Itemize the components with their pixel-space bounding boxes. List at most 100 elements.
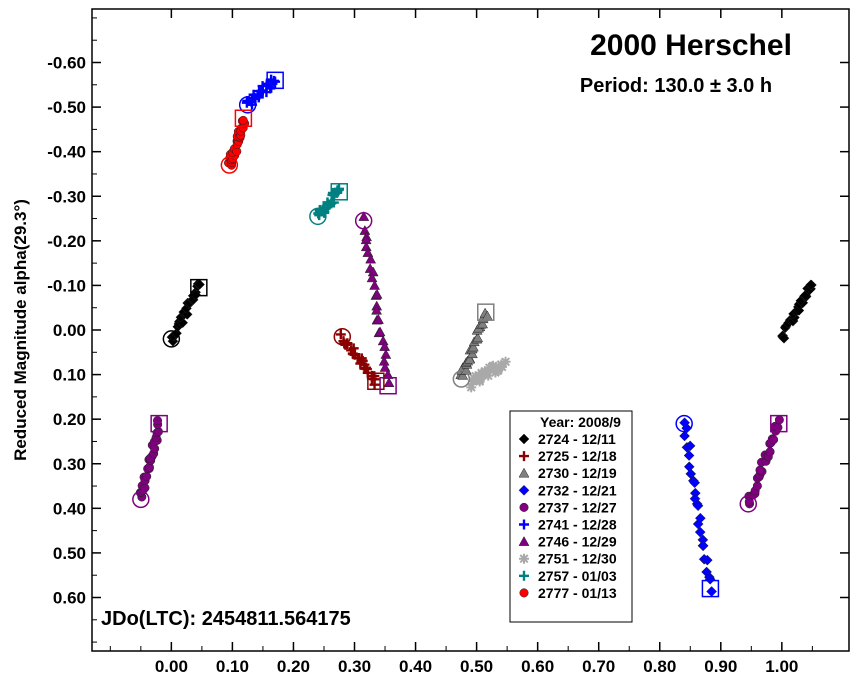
series-point	[679, 430, 690, 442]
series-point	[483, 370, 494, 381]
y-tick-label: 0.50	[53, 544, 86, 563]
end-marker	[379, 376, 397, 395]
legend-label: 2725 - 12/18	[538, 448, 617, 464]
y-tick-label: 0.30	[53, 455, 86, 474]
end-marker	[266, 71, 284, 90]
start-marker	[452, 370, 471, 388]
start-end-markers	[132, 71, 788, 598]
series-point	[694, 526, 706, 538]
end-marker	[477, 303, 495, 321]
series-point	[488, 360, 499, 371]
data-points	[135, 74, 817, 597]
legend-label: 2751 - 12/30	[538, 551, 617, 567]
start-marker	[333, 327, 352, 346]
end-marker	[150, 414, 168, 433]
legend-marker	[519, 553, 529, 564]
y-tick-label: 0.40	[53, 499, 86, 518]
x-tick-label: 0.90	[704, 657, 737, 676]
x-tick-label: 0.20	[277, 657, 310, 676]
end-marker	[330, 183, 348, 201]
end-marker	[234, 109, 253, 127]
legend-marker	[518, 433, 530, 445]
series-point	[683, 450, 695, 461]
y-tick-label: -0.10	[47, 276, 86, 295]
series-point	[365, 253, 377, 264]
series-point	[383, 377, 395, 388]
series-point	[706, 586, 717, 597]
series-point	[697, 540, 709, 551]
series-point	[369, 279, 381, 290]
series-point	[142, 471, 152, 481]
series-point	[379, 361, 391, 372]
start-marker	[354, 212, 373, 230]
series-point	[684, 440, 696, 452]
legend-marker	[519, 570, 529, 581]
series-point	[373, 314, 384, 324]
legend-box	[509, 410, 633, 623]
series-point	[793, 305, 805, 316]
series-point	[500, 356, 511, 367]
legend-marker	[519, 451, 529, 462]
series-point	[382, 369, 394, 379]
series-point	[374, 326, 386, 337]
series-point	[477, 318, 489, 329]
legend-title: Year: 2008/9	[540, 414, 621, 430]
x-tick-label: 0.30	[338, 657, 371, 676]
y-axis-title: Reduced Magnitude alpha(29.3°)	[11, 199, 30, 461]
series-point	[358, 211, 370, 221]
end-marker	[770, 414, 788, 433]
chart-subtitle: Period: 130.0 ± 3.0 h	[580, 75, 772, 97]
x-tick-label: 0.00	[155, 657, 188, 676]
y-tick-label: 0.20	[53, 410, 86, 429]
y-tick-label: 0.00	[53, 321, 86, 340]
legend-marker	[519, 519, 529, 530]
legend-label: 2737 - 12/27	[538, 499, 617, 515]
y-tick-label: -0.60	[47, 54, 86, 73]
series-point	[773, 422, 783, 432]
y-tick-label: -0.30	[47, 187, 86, 206]
series-point	[774, 415, 784, 425]
series-point	[457, 369, 469, 380]
series-point	[371, 288, 383, 299]
legend-marker	[519, 502, 529, 512]
series-point	[335, 329, 346, 340]
chart-title: 2000 Herschel	[590, 29, 792, 62]
x-tick-label: 0.70	[582, 657, 615, 676]
y-tick-label: -0.20	[47, 232, 86, 251]
end-marker	[701, 579, 720, 598]
jdo-annotation: JDo(LTC): 2454811.564175	[101, 608, 351, 630]
series-point	[194, 279, 205, 290]
series-point	[334, 183, 345, 194]
legend-label: 2757 - 01/03	[538, 568, 617, 584]
end-marker	[190, 278, 208, 297]
series-point	[778, 332, 790, 344]
series-point	[704, 573, 716, 585]
legend-label: 2730 - 12/19	[538, 465, 617, 481]
series-point	[755, 465, 765, 475]
series-point	[270, 76, 281, 87]
series-point	[371, 304, 383, 315]
series-point	[805, 279, 817, 291]
x-tick-label: 0.40	[399, 657, 432, 676]
series-point	[769, 435, 779, 445]
y-tick-label: -0.40	[47, 143, 86, 162]
x-tick-label: 0.10	[216, 657, 249, 676]
series-point	[765, 447, 775, 457]
y-tick-label: 0.10	[53, 366, 86, 385]
legend-label: 2732 - 12/21	[538, 482, 617, 498]
end-marker	[367, 372, 385, 391]
start-marker	[132, 490, 150, 509]
series-point	[466, 348, 478, 359]
x-tick-label: 1.00	[765, 657, 798, 676]
series-point	[689, 477, 701, 489]
legend-marker	[519, 588, 529, 598]
series-point	[701, 554, 713, 566]
plot-frame	[91, 8, 850, 652]
start-marker	[739, 495, 758, 513]
legend-label: 2724 - 12/11	[538, 431, 616, 447]
legend-label: 2741 - 12/28	[538, 517, 617, 533]
series-point	[474, 375, 485, 386]
series-point	[380, 348, 392, 359]
